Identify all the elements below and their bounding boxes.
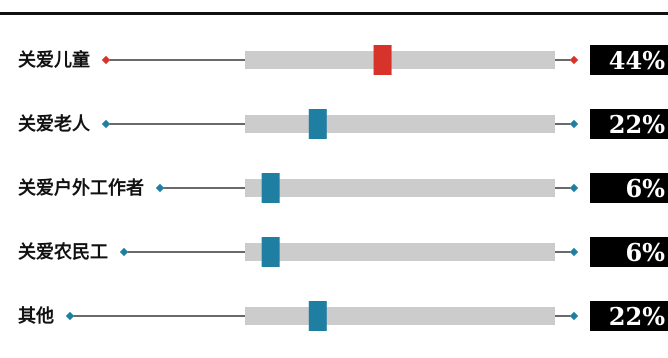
- value-marker: [308, 301, 327, 331]
- value-marker: [261, 173, 280, 203]
- value-track: [245, 51, 555, 69]
- right-diamond-marker: [569, 55, 579, 65]
- percent-label: 22%: [609, 110, 665, 139]
- value-track: [245, 179, 555, 197]
- value-marker: [373, 45, 392, 75]
- right-diamond-marker: [569, 183, 579, 193]
- value-track: [245, 243, 555, 261]
- left-diamond-marker: [155, 183, 165, 193]
- right-diamond-marker: [569, 247, 579, 257]
- percent-label-box: [590, 301, 668, 331]
- category-label: 关爱老人: [18, 113, 91, 135]
- category-label: 关爱儿童: [18, 49, 90, 71]
- percent-label: 6%: [625, 238, 665, 267]
- category-label: 关爱农民工: [18, 241, 108, 263]
- percent-label-box: [590, 237, 668, 267]
- category-label: 关爱户外工作者: [18, 177, 144, 199]
- left-diamond-marker: [101, 55, 111, 65]
- percent-label: 6%: [625, 174, 665, 203]
- percent-label-box: [590, 45, 668, 75]
- top-rule: [0, 12, 668, 15]
- value-marker: [308, 109, 327, 139]
- left-diamond-marker: [101, 119, 111, 129]
- percent-label: 44%: [609, 46, 665, 75]
- value-marker: [261, 237, 280, 267]
- value-track: [245, 115, 555, 133]
- left-diamond-marker: [119, 247, 129, 257]
- percent-label-box: [590, 109, 668, 139]
- percent-label-box: [590, 173, 668, 203]
- left-diamond-marker: [65, 311, 75, 321]
- value-track: [245, 307, 555, 325]
- percent-label: 22%: [609, 302, 665, 331]
- right-diamond-marker: [569, 311, 579, 321]
- right-diamond-marker: [569, 119, 579, 129]
- category-label: 其他: [18, 305, 54, 327]
